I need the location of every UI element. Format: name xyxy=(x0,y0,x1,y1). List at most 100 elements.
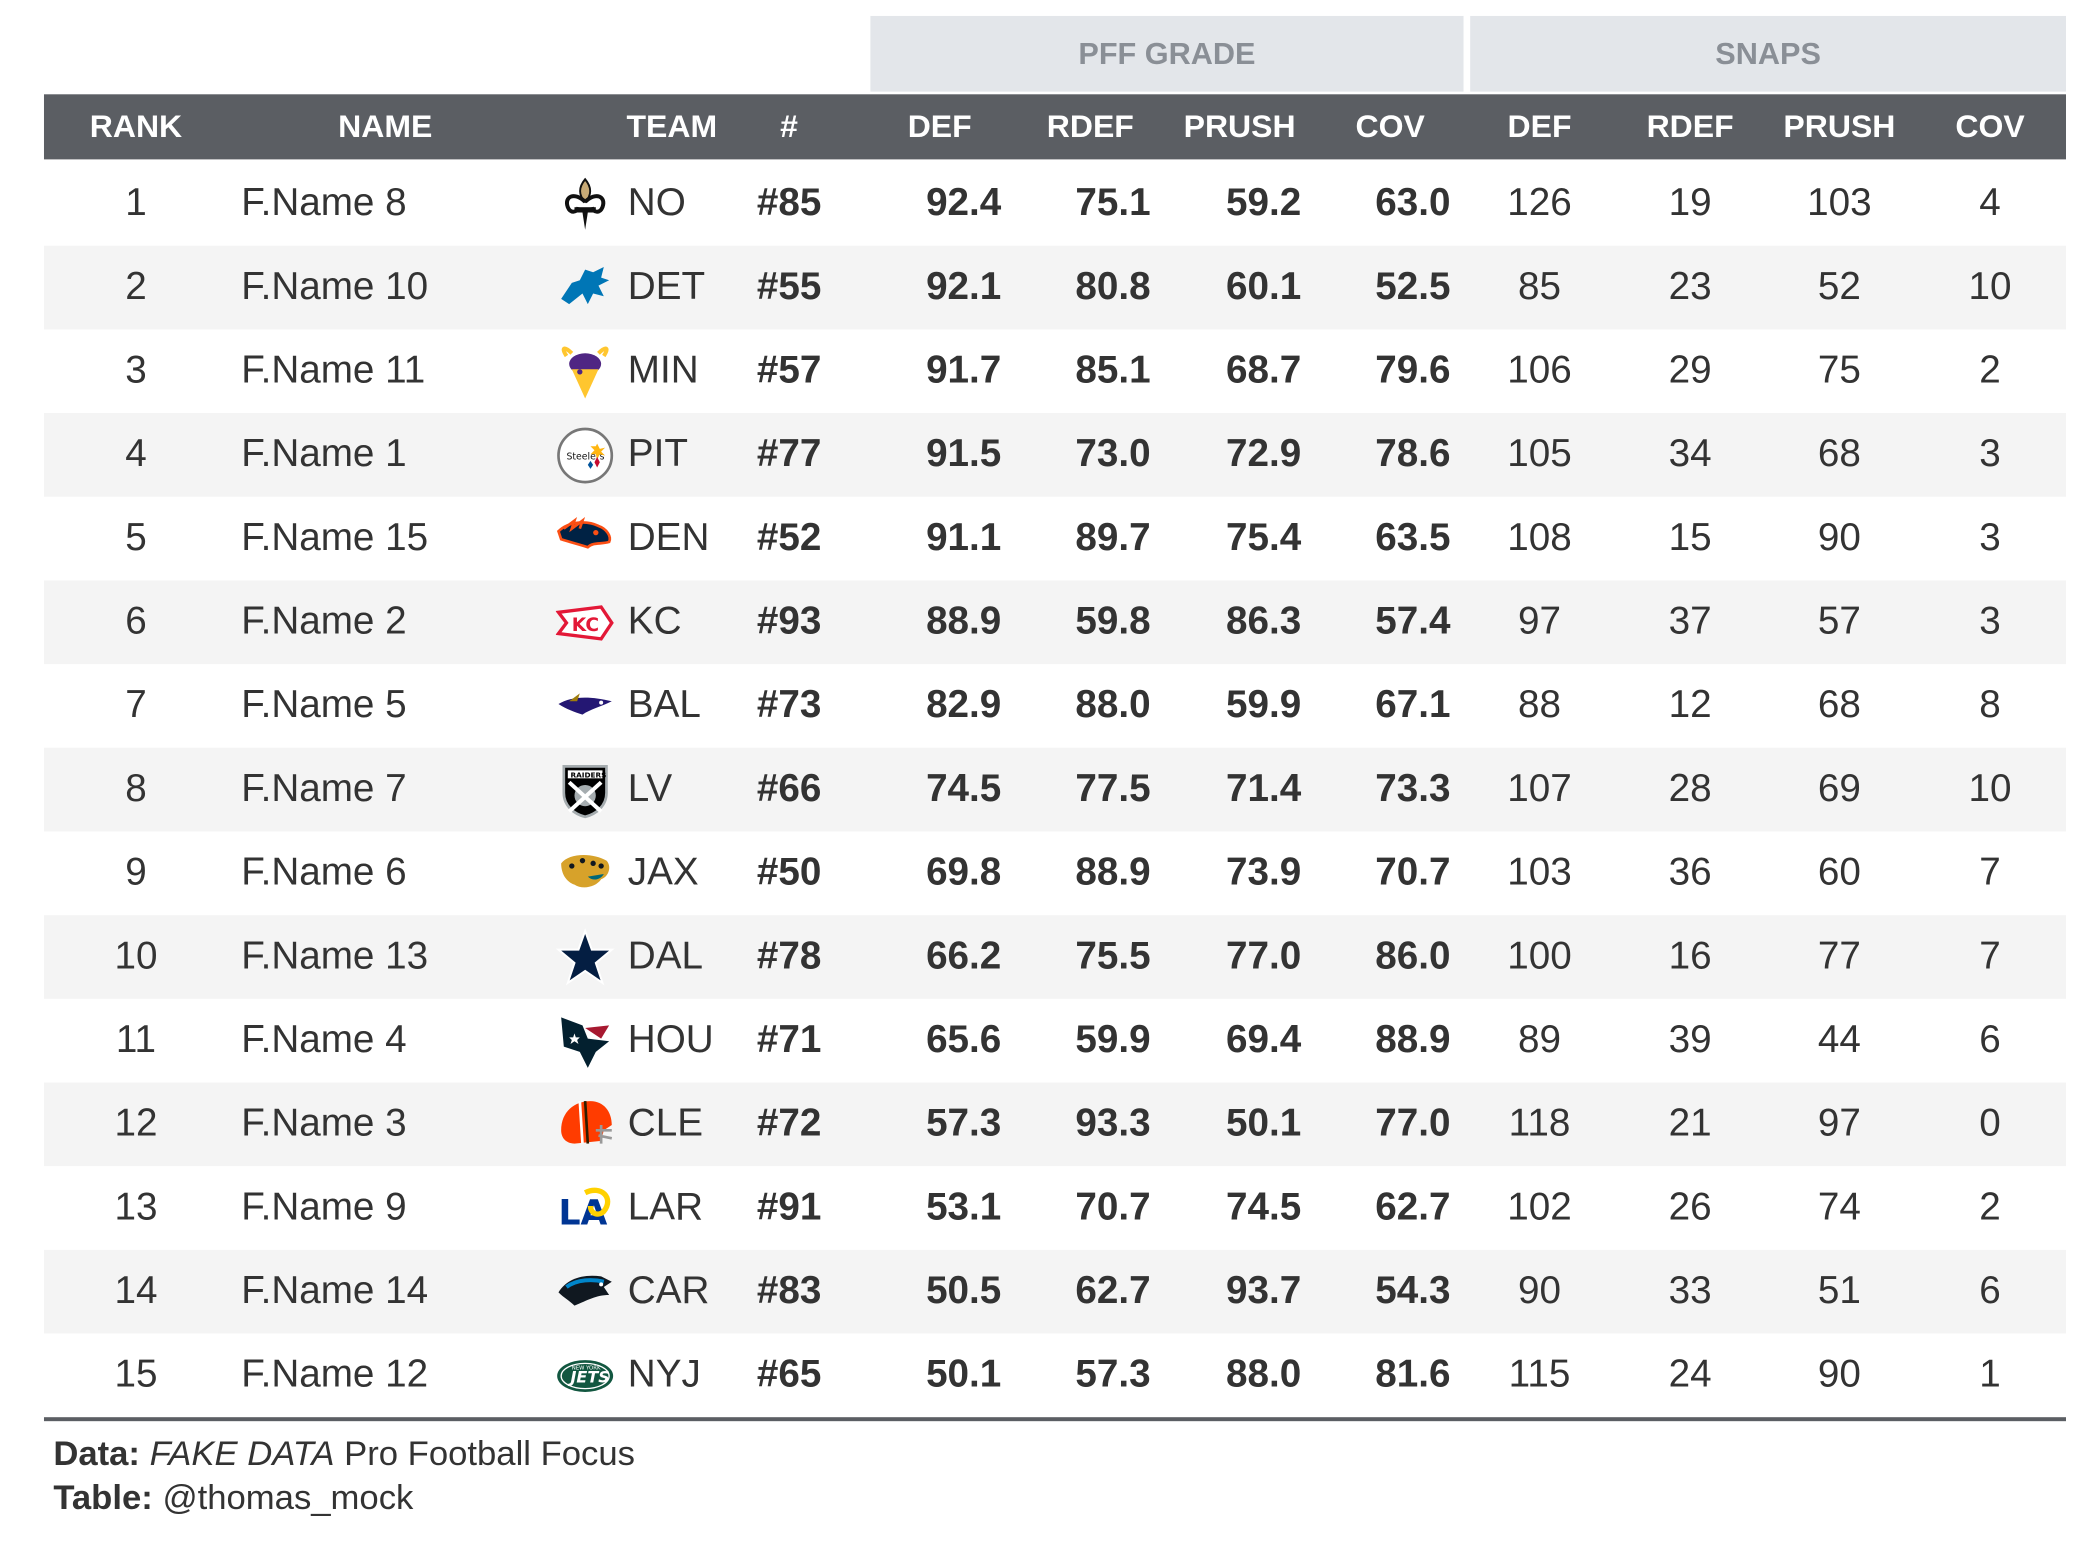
team-cell: HOU xyxy=(627,1018,714,1062)
team-cell: DET xyxy=(627,265,706,309)
cov-grade-cell: 70.7 xyxy=(1375,851,1451,894)
player-name-cell: F.Name 9 xyxy=(241,1186,407,1229)
cov-grade-cell: 86.0 xyxy=(1375,935,1451,978)
column-header-row: RANK NAME TEAM # DEF RDEF PRUSH COV DEF RDEF PRUSH… xyxy=(43,94,2066,160)
team-cell: JAX xyxy=(627,851,699,894)
cov-snaps-cell: 7 xyxy=(1979,851,2001,894)
rank-cell: 5 xyxy=(125,516,147,560)
svg-text:Steelers: Steelers xyxy=(566,452,604,463)
player-name-cell: F.Name 8 xyxy=(241,181,407,225)
prush-grade-cell: 69.4 xyxy=(1225,1018,1302,1062)
cov-snaps-cell: 8 xyxy=(1979,684,2001,727)
team-cell: DEN xyxy=(627,516,710,560)
prush-snaps-cell: 52 xyxy=(1817,265,1861,309)
jersey-number-cell: #50 xyxy=(756,851,822,894)
column-header-prush-grade: PRUSH xyxy=(1183,108,1296,145)
cov-snaps-cell: 7 xyxy=(1979,935,2001,978)
jersey-number-cell: #71 xyxy=(756,1018,822,1062)
team-cell: NYJ xyxy=(627,1353,701,1396)
def-snaps-cell: 103 xyxy=(1507,851,1572,894)
rdef-grade-cell: 75.5 xyxy=(1075,935,1151,978)
cov-snaps-cell: 3 xyxy=(1979,516,2001,560)
rdef-snaps-cell: 24 xyxy=(1668,1353,1712,1396)
def-grade-cell: 88.9 xyxy=(926,600,1002,643)
column-header-def-snaps: DEF xyxy=(1507,108,1572,145)
table-bottom-rule xyxy=(43,1417,2066,1422)
def-grade-cell: 65.6 xyxy=(926,1018,1002,1062)
def-grade-cell: 91.5 xyxy=(926,432,1002,476)
jersey-number-cell: #55 xyxy=(756,265,822,309)
player-name-cell: F.Name 7 xyxy=(241,767,407,811)
prush-snaps-cell: 51 xyxy=(1817,1269,1861,1313)
column-header-cov-grade: COV xyxy=(1355,108,1425,145)
table-row: 7 F.Name 5 BAL #73 82.9 88.0 59.9 67.1 88 12 68 8 xyxy=(44,664,2066,748)
def-snaps-cell: 106 xyxy=(1507,349,1572,392)
prush-grade-cell: 75.4 xyxy=(1225,516,1302,560)
prush-snaps-cell: 97 xyxy=(1817,1102,1861,1145)
prush-snaps-cell: 57 xyxy=(1817,600,1861,643)
team-cell: LAR xyxy=(627,1186,704,1229)
player-name-cell: F.Name 12 xyxy=(241,1353,429,1396)
player-name-cell: F.Name 6 xyxy=(241,851,407,894)
cov-snaps-cell: 2 xyxy=(1979,349,2001,392)
rdef-grade-cell: 85.1 xyxy=(1075,349,1151,392)
steelers-icon: Steelers xyxy=(556,426,615,484)
rdef-snaps-cell: 28 xyxy=(1668,767,1712,811)
rank-cell: 2 xyxy=(125,265,147,309)
cov-grade-cell: 77.0 xyxy=(1375,1102,1451,1145)
cov-grade-cell: 81.6 xyxy=(1375,1353,1451,1396)
team-cell: PIT xyxy=(627,432,688,476)
def-grade-cell: 50.5 xyxy=(926,1269,1002,1313)
prush-grade-cell: 68.7 xyxy=(1225,349,1302,392)
cov-snaps-cell: 2 xyxy=(1979,1186,2001,1229)
jersey-number-cell: #57 xyxy=(756,349,822,392)
rank-cell: 15 xyxy=(114,1353,158,1396)
jets-icon: JETS NEW YORK xyxy=(556,1347,615,1405)
rdef-snaps-cell: 21 xyxy=(1668,1102,1712,1145)
raiders-icon: RAIDERS xyxy=(556,761,615,819)
cov-grade-cell: 67.1 xyxy=(1375,684,1451,727)
table-row: 6 F.Name 2 KC KC #93 88.9 59.8 86.3 57.4 97 37 57 3 xyxy=(43,580,2066,665)
jersey-number-cell: #72 xyxy=(756,1102,822,1145)
player-name-cell: F.Name 2 xyxy=(241,600,407,643)
player-name-cell: F.Name 13 xyxy=(241,935,429,978)
prush-grade-cell: 86.3 xyxy=(1225,600,1302,643)
def-snaps-cell: 118 xyxy=(1508,1102,1571,1145)
broncos-icon xyxy=(556,510,615,568)
def-grade-cell: 91.1 xyxy=(926,516,1002,560)
def-snaps-cell: 90 xyxy=(1517,1269,1562,1313)
def-grade-cell: 69.8 xyxy=(926,851,1002,894)
team-cell: BAL xyxy=(627,684,701,727)
column-header-rdef-grade: RDEF xyxy=(1046,108,1134,145)
rank-cell: 3 xyxy=(125,349,147,392)
footer-data-source: Data: FAKE DATA Pro Football Focus xyxy=(53,1433,635,1473)
cov-grade-cell: 88.9 xyxy=(1375,1018,1451,1062)
jersey-number-cell: #66 xyxy=(756,767,822,811)
jersey-number-cell: #93 xyxy=(756,600,822,643)
team-cell: DAL xyxy=(627,935,704,978)
def-grade-cell: 92.1 xyxy=(926,265,1002,309)
table-row: 12 F.Name 3 CLE #72 57.3 93.3 50.1 77.0 118 21 97 0 xyxy=(43,1082,2066,1167)
team-cell: MIN xyxy=(627,349,699,392)
table-row: 4 F.Name 1 Steelers PIT #77 91.5 73.0 72.9 78.6 1… xyxy=(43,413,2066,497)
rdef-snaps-cell: 39 xyxy=(1668,1018,1712,1062)
rdef-snaps-cell: 23 xyxy=(1668,265,1712,309)
footer-table-credit: Table: @thomas_mock xyxy=(53,1476,414,1517)
svg-text:KC: KC xyxy=(572,615,599,636)
prush-snaps-cell: 103 xyxy=(1807,181,1872,225)
rdef-grade-cell: 88.0 xyxy=(1075,684,1151,727)
rdef-grade-cell: 88.9 xyxy=(1075,851,1151,894)
jersey-number-cell: #85 xyxy=(756,181,822,225)
def-snaps-cell: 88 xyxy=(1517,684,1562,727)
cov-grade-cell: 79.6 xyxy=(1375,349,1451,392)
table-row: 13 F.Name 9 LA LAR #91 53.1 70.7 74.5 62.7 102 26 7… xyxy=(44,1166,2066,1250)
rank-cell: 4 xyxy=(125,432,147,476)
prush-snaps-cell: 68 xyxy=(1817,684,1861,727)
jaguars-icon xyxy=(556,845,615,903)
cov-snaps-cell: 3 xyxy=(1979,432,2001,476)
prush-grade-cell: 93.7 xyxy=(1225,1269,1302,1313)
def-grade-cell: 50.1 xyxy=(926,1353,1002,1396)
prush-snaps-cell: 90 xyxy=(1817,516,1861,560)
texans-icon xyxy=(556,1012,615,1070)
def-snaps-cell: 107 xyxy=(1507,767,1572,811)
